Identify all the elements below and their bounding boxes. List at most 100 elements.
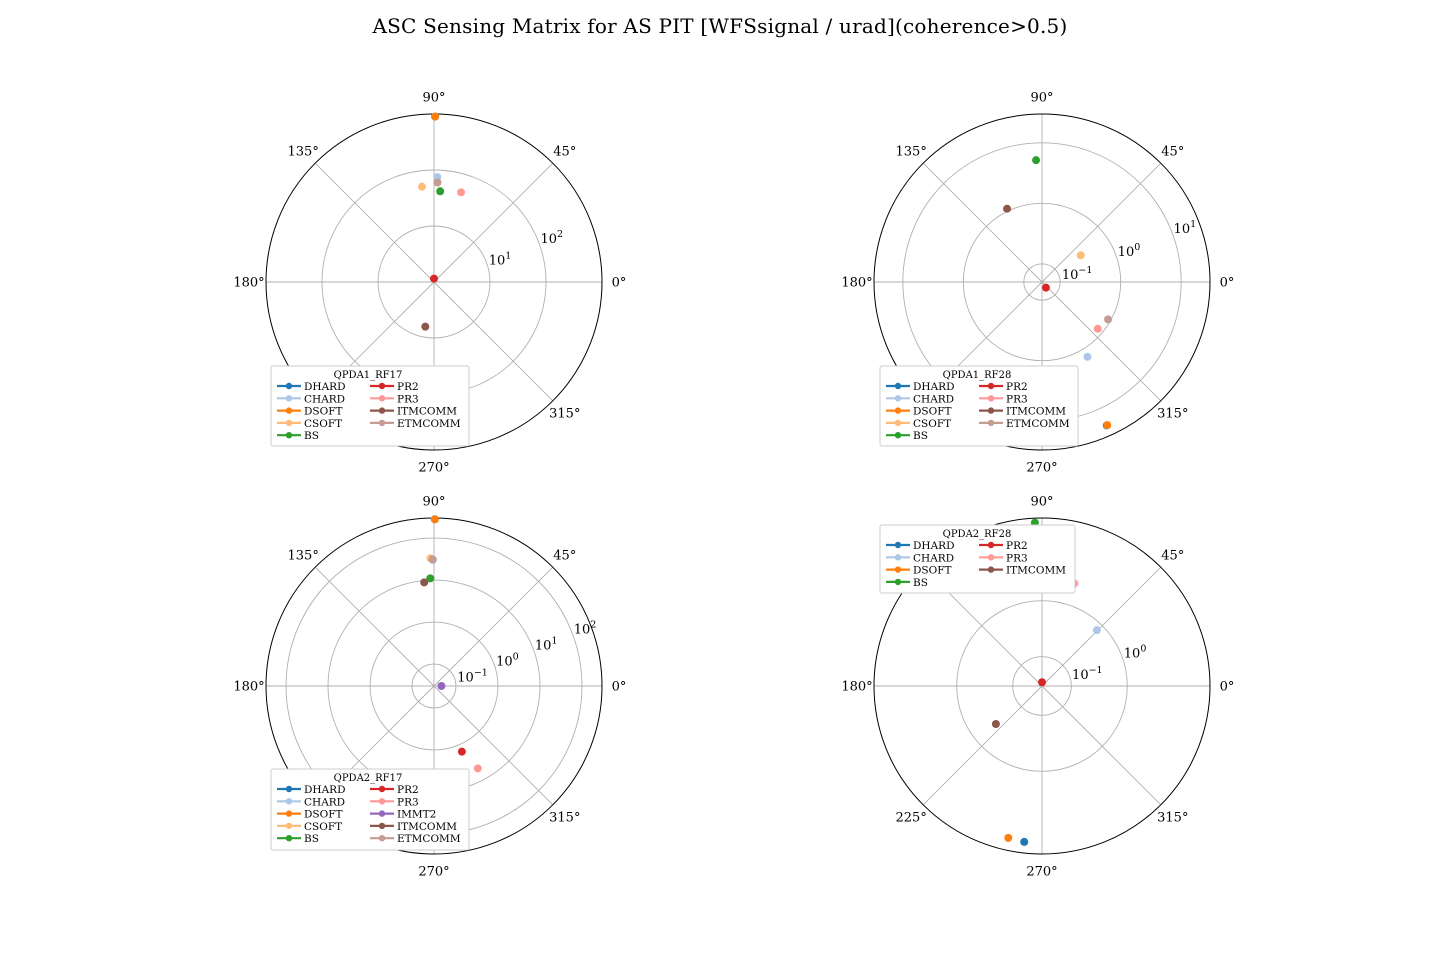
radial-tick-label: 102 — [540, 229, 563, 247]
data-point-pr3 — [457, 188, 466, 197]
legend-marker — [285, 419, 293, 427]
data-point-itmcomm — [420, 578, 429, 587]
angular-gridline — [433, 685, 554, 806]
legend-label-itmcomm: ITMCOMM — [1006, 565, 1066, 577]
legend-marker — [894, 566, 902, 573]
angle-tick-label: 180° — [233, 680, 264, 695]
legend-label-chard: CHARD — [913, 393, 954, 405]
angle-tick-label: 135° — [896, 145, 927, 160]
data-point-pr2 — [430, 274, 438, 283]
legend-marker — [285, 822, 293, 830]
radial-tick-label: 102 — [574, 619, 597, 637]
angle-tick-label: 90° — [422, 495, 445, 510]
legend-label-csoft: CSOFT — [304, 418, 342, 430]
legend-marker — [987, 419, 995, 427]
legend-label-dhard: DHARD — [304, 784, 345, 796]
angular-gridline — [433, 162, 554, 283]
data-point-bs — [436, 187, 445, 196]
legend-label-dhard: DHARD — [913, 381, 954, 393]
data-point-bs — [426, 574, 435, 583]
legend-marker — [378, 407, 386, 414]
legend-label-chard: CHARD — [304, 796, 345, 808]
angle-tick-label: 180° — [233, 276, 264, 291]
angle-tick-label: 90° — [1030, 495, 1053, 510]
angular-gridline — [1041, 566, 1162, 687]
data-point-pr2 — [457, 747, 466, 756]
angular-gridline — [1041, 685, 1162, 806]
legend-marker — [987, 395, 995, 402]
angle-tick-label: 45° — [1161, 549, 1184, 564]
angle-tick-label: 45° — [1161, 145, 1184, 160]
data-point-immt2 — [437, 682, 446, 690]
data-point-dhard — [1020, 837, 1029, 846]
data-point-bs — [1032, 156, 1041, 165]
legend-label-itmcomm: ITMCOMM — [397, 406, 457, 418]
angular-gridline — [433, 566, 554, 687]
legend-marker — [894, 395, 902, 402]
legend-marker — [378, 785, 386, 793]
legend-marker — [987, 554, 995, 561]
data-point-chard — [1092, 626, 1101, 635]
legend-label-immt2: IMMT2 — [397, 809, 436, 821]
angle-tick-label: 0° — [1220, 680, 1235, 695]
legend-marker — [378, 810, 386, 817]
angular-gridline — [314, 566, 435, 687]
legend-marker — [987, 407, 995, 414]
polar-chart-2: 0°45°90°135°180°225°270°315°10−1100101QP… — [841, 91, 1234, 476]
angle-tick-label: 180° — [841, 276, 872, 291]
polar-chart-1: 0°45°90°135°180°225°270°315°101102QPDA1_… — [233, 91, 626, 476]
legend-label-pr3: PR3 — [1006, 552, 1028, 564]
legend-label-chard: CHARD — [304, 393, 345, 405]
legend-marker — [894, 578, 902, 586]
legend-label-etmcomm: ETMCOMM — [1006, 418, 1070, 430]
legend-marker — [285, 785, 293, 793]
angular-gridline — [433, 281, 554, 402]
legend-label-pr2: PR2 — [397, 784, 419, 796]
legend-label-dhard: DHARD — [913, 540, 954, 552]
radial-tick-label: 10−1 — [1062, 265, 1093, 283]
data-point-etmcomm — [428, 555, 437, 564]
legend-box — [270, 768, 470, 851]
legend-marker — [378, 822, 386, 830]
angular-gridline — [314, 162, 435, 283]
angle-tick-label: 0° — [1220, 276, 1235, 291]
radial-tick-label: 100 — [1124, 643, 1147, 661]
angle-tick-label: 90° — [1030, 91, 1053, 106]
angle-tick-label: 270° — [1026, 865, 1057, 880]
legend-marker — [378, 395, 386, 402]
legend-label-etmcomm: ETMCOMM — [397, 833, 461, 845]
data-point-pr2 — [1038, 678, 1046, 687]
radial-tick-label: 101 — [489, 251, 512, 269]
data-point-itmcomm — [421, 322, 430, 331]
angle-tick-label: 0° — [612, 680, 627, 695]
angle-tick-label: 270° — [1026, 461, 1057, 476]
figure-title: ASC Sensing Matrix for AS PIT [WFSsignal… — [372, 14, 1068, 38]
legend-marker — [987, 566, 995, 573]
angular-gridline — [1041, 281, 1162, 402]
legend-title: QPDA2_RF28 — [943, 529, 1012, 540]
legend-marker — [285, 407, 293, 414]
legend-marker — [894, 407, 902, 414]
angle-tick-label: 0° — [612, 276, 627, 291]
data-point-itmcomm — [991, 720, 1000, 729]
legend-label-pr2: PR2 — [1006, 381, 1028, 393]
data-point-dsoft — [431, 112, 440, 121]
legend-marker — [987, 382, 995, 390]
legend-label-csoft: CSOFT — [304, 821, 342, 833]
data-point-pr2 — [1041, 283, 1050, 292]
legend-label-bs: BS — [913, 430, 928, 442]
angle-tick-label: 180° — [841, 680, 872, 695]
angle-tick-label: 315° — [1157, 406, 1188, 421]
angle-tick-label: 315° — [549, 406, 580, 421]
data-point-pr3 — [473, 764, 482, 773]
legend-label-pr3: PR3 — [1006, 393, 1028, 405]
data-point-dsoft — [1103, 421, 1112, 430]
legend-box — [879, 365, 1079, 447]
angular-gridline — [922, 685, 1043, 806]
angle-tick-label: 45° — [553, 145, 576, 160]
legend-marker — [894, 419, 902, 427]
angle-tick-label: 225° — [896, 810, 927, 825]
legend-label-chard: CHARD — [913, 552, 954, 564]
